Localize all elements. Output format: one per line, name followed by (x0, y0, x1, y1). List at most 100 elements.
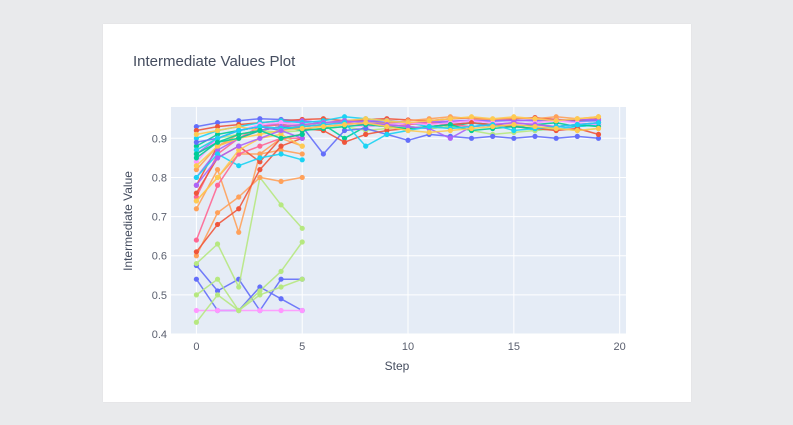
series-line (195, 119, 599, 178)
data-point (384, 118, 390, 124)
data-point (236, 206, 242, 212)
data-point (299, 174, 305, 181)
data-point (193, 155, 199, 161)
data-point (193, 319, 199, 325)
y-tick-label: 0.7 (152, 212, 167, 224)
data-point (532, 123, 538, 130)
data-point (278, 307, 284, 314)
data-point (341, 122, 348, 128)
data-point (426, 118, 432, 124)
data-point (193, 198, 199, 204)
data-point (363, 120, 369, 126)
data-point (299, 239, 305, 245)
data-point (257, 123, 263, 130)
data-point (236, 127, 242, 134)
series-line-group (193, 174, 305, 259)
data-point (553, 118, 559, 124)
data-point (511, 127, 517, 134)
data-point (236, 284, 242, 290)
data-point (595, 131, 602, 137)
data-point (214, 131, 221, 137)
data-point (193, 190, 199, 196)
data-point (426, 123, 432, 130)
data-point (595, 125, 602, 132)
data-point (341, 114, 348, 120)
data-point (193, 139, 199, 145)
data-point (193, 123, 199, 130)
data-point (214, 292, 221, 298)
data-point (193, 307, 199, 314)
x-tick-label: 15 (508, 341, 520, 353)
intermediate-values-chart: Intermediate Values Plot 0 5 10 15 20 0.4 0.5… (121, 53, 626, 373)
data-point (278, 127, 284, 134)
y-tick-label: 0.4 (152, 329, 167, 341)
data-point (214, 241, 221, 247)
data-point (426, 129, 432, 136)
data-point (193, 292, 199, 298)
series-line-group (193, 120, 602, 153)
data-point (236, 123, 242, 130)
data-point (214, 139, 221, 145)
x-tick-label: 10 (402, 341, 414, 353)
data-point (299, 143, 305, 149)
data-point (468, 114, 475, 120)
data-point (490, 116, 496, 122)
series-line (195, 119, 599, 163)
data-point (193, 143, 199, 149)
data-point (193, 147, 199, 153)
data-point (193, 135, 199, 141)
x-tick-label: 5 (299, 341, 305, 353)
data-point (405, 120, 411, 126)
data-point (511, 135, 517, 141)
data-point (341, 135, 348, 141)
data-point (257, 167, 263, 173)
series-line-group (193, 127, 305, 157)
data-point (532, 133, 538, 139)
data-point (490, 133, 496, 139)
series-line (196, 129, 303, 155)
data-point (532, 116, 538, 122)
data-point (511, 122, 517, 128)
data-point (447, 135, 453, 141)
data-point (468, 125, 475, 132)
data-point (214, 120, 221, 126)
data-point (405, 137, 411, 143)
series-line-group (193, 151, 305, 181)
data-point (214, 143, 221, 149)
series-line (195, 176, 303, 288)
series-line (195, 121, 599, 167)
data-point (236, 131, 242, 137)
data-point (236, 143, 242, 149)
data-point (214, 288, 221, 294)
data-point (193, 276, 199, 282)
series-line (195, 153, 303, 178)
data-point (193, 151, 199, 157)
data-point (236, 194, 242, 200)
data-point (214, 135, 221, 141)
data-point (553, 135, 559, 141)
series-line (195, 265, 303, 312)
data-point (236, 147, 242, 153)
data-point (236, 163, 242, 169)
series-line (195, 133, 303, 202)
data-point (299, 135, 305, 141)
x-tick-labels: 0 5 10 15 20 (193, 341, 625, 353)
x-tick-label: 0 (193, 341, 199, 353)
data-point (490, 123, 496, 130)
data-point (257, 284, 263, 290)
series-line (195, 137, 303, 233)
data-point (257, 155, 263, 161)
y-tick-label: 0.6 (152, 251, 167, 263)
data-point (278, 120, 284, 126)
data-point (384, 131, 390, 137)
data-point (299, 225, 305, 231)
data-point (278, 151, 284, 157)
data-point (574, 127, 580, 134)
chart-card: Intermediate Values Plot 0 5 10 15 20 0.4 0.5… (103, 24, 691, 402)
data-point (363, 143, 369, 149)
data-point (278, 178, 284, 184)
data-point (193, 167, 199, 173)
data-point (257, 151, 263, 157)
data-point (257, 116, 263, 122)
data-point (595, 135, 602, 141)
